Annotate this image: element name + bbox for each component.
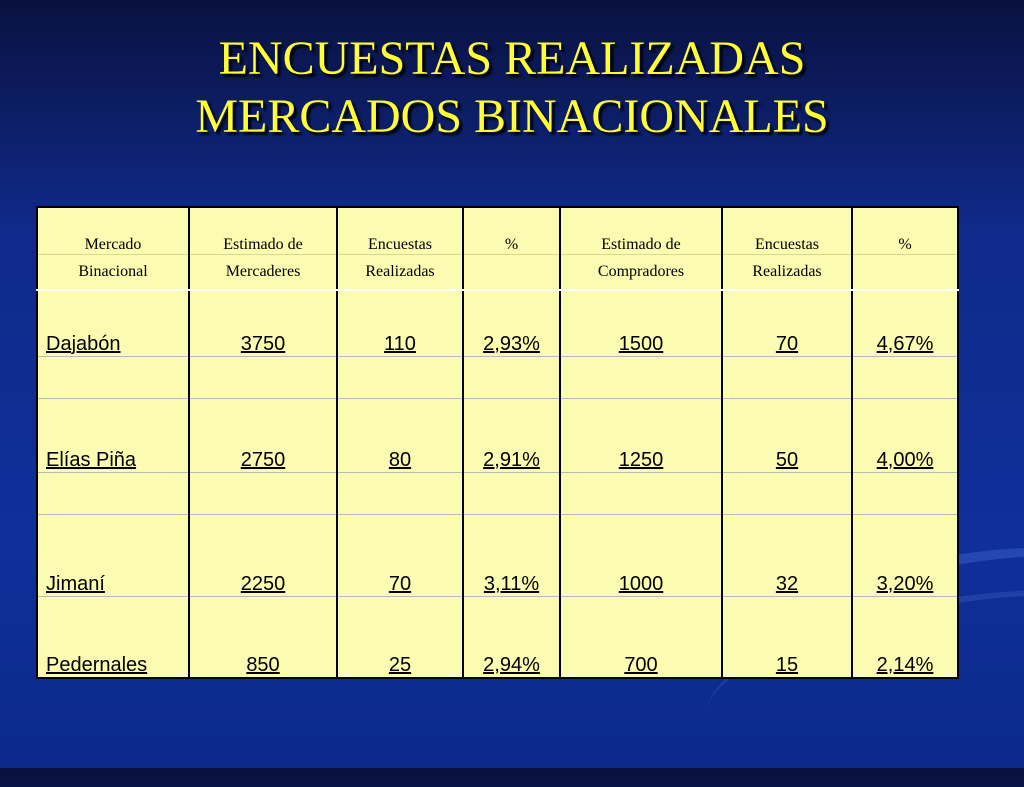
empty-cell bbox=[721, 356, 853, 399]
cell-link[interactable]: 80 bbox=[336, 398, 464, 473]
cell-link[interactable]: 1000 bbox=[559, 514, 723, 597]
header-row-1: Mercado Estimado de Encuestas % Estimado… bbox=[36, 207, 959, 255]
header-cell: Mercaderes bbox=[188, 254, 338, 291]
cell-link[interactable]: 2,93% bbox=[462, 290, 561, 357]
header-cell: % bbox=[462, 207, 561, 255]
cell-link[interactable]: 2750 bbox=[188, 398, 338, 473]
cell-link[interactable]: 2,91% bbox=[462, 398, 561, 473]
header-row-2: Binacional Mercaderes Realizadas Comprad… bbox=[36, 254, 959, 291]
cell-link[interactable]: 2250 bbox=[188, 514, 338, 597]
cell-link[interactable]: 3,20% bbox=[851, 514, 959, 597]
survey-table: Mercado Estimado de Encuestas % Estimado… bbox=[36, 206, 959, 679]
market-name-link[interactable]: Jimaní bbox=[36, 514, 190, 597]
cell-link[interactable]: 70 bbox=[721, 290, 853, 357]
cell-link[interactable]: 4,67% bbox=[851, 290, 959, 357]
empty-cell bbox=[559, 472, 723, 515]
empty-cell bbox=[851, 472, 959, 515]
cell-link[interactable]: 850 bbox=[188, 596, 338, 678]
title-line-1: ENCUESTAS REALIZADAS bbox=[218, 32, 806, 85]
header-cell: Compradores bbox=[559, 254, 723, 291]
cell-link[interactable]: 2,94% bbox=[462, 596, 561, 678]
cell-link[interactable]: 15 bbox=[721, 596, 853, 678]
cell-link[interactable]: 1250 bbox=[559, 398, 723, 473]
header-cell: Estimado de bbox=[188, 207, 338, 255]
cell-link[interactable]: 110 bbox=[336, 290, 464, 357]
table-spacer-row bbox=[36, 356, 959, 399]
header-cell bbox=[462, 254, 561, 291]
header-cell bbox=[851, 254, 959, 291]
empty-cell bbox=[188, 356, 338, 399]
cell-link[interactable]: 1500 bbox=[559, 290, 723, 357]
empty-cell bbox=[559, 356, 723, 399]
cell-link[interactable]: 4,00% bbox=[851, 398, 959, 473]
header-cell: Encuestas bbox=[336, 207, 464, 255]
empty-cell bbox=[336, 356, 464, 399]
table-row: Pedernales 850 25 2,94% 700 15 2,14% bbox=[36, 596, 959, 678]
empty-cell bbox=[36, 472, 190, 515]
cell-link[interactable]: 32 bbox=[721, 514, 853, 597]
cell-link[interactable]: 3,11% bbox=[462, 514, 561, 597]
cell-link[interactable]: 50 bbox=[721, 398, 853, 473]
market-name-link[interactable]: Elías Piña bbox=[36, 398, 190, 473]
header-cell: Realizadas bbox=[721, 254, 853, 291]
table-spacer-row bbox=[36, 472, 959, 515]
table-row: Jimaní 2250 70 3,11% 1000 32 3,20% bbox=[36, 514, 959, 597]
empty-cell bbox=[36, 356, 190, 399]
header-cell: Estimado de bbox=[559, 207, 723, 255]
cell-link[interactable]: 3750 bbox=[188, 290, 338, 357]
empty-cell bbox=[851, 356, 959, 399]
header-cell: Binacional bbox=[36, 254, 190, 291]
title-line-2: MERCADOS BINACIONALES bbox=[195, 90, 829, 143]
empty-cell bbox=[462, 356, 561, 399]
empty-cell bbox=[462, 472, 561, 515]
empty-cell bbox=[721, 472, 853, 515]
header-cell: % bbox=[851, 207, 959, 255]
cell-link[interactable]: 70 bbox=[336, 514, 464, 597]
cell-link[interactable]: 2,14% bbox=[851, 596, 959, 678]
slide-title: ENCUESTAS REALIZADAS MERCADOS BINACIONAL… bbox=[0, 30, 1024, 146]
market-name-link[interactable]: Pedernales bbox=[36, 596, 190, 678]
empty-cell bbox=[336, 472, 464, 515]
header-cell: Realizadas bbox=[336, 254, 464, 291]
header-cell: Encuestas bbox=[721, 207, 853, 255]
cell-link[interactable]: 25 bbox=[336, 596, 464, 678]
market-name-link[interactable]: Dajabón bbox=[36, 290, 190, 357]
table-row: Elías Piña 2750 80 2,91% 1250 50 4,00% bbox=[36, 398, 959, 473]
table-row: Dajabón 3750 110 2,93% 1500 70 4,67% bbox=[36, 290, 959, 357]
empty-cell bbox=[188, 472, 338, 515]
cell-link[interactable]: 700 bbox=[559, 596, 723, 678]
header-cell: Mercado bbox=[36, 207, 190, 255]
